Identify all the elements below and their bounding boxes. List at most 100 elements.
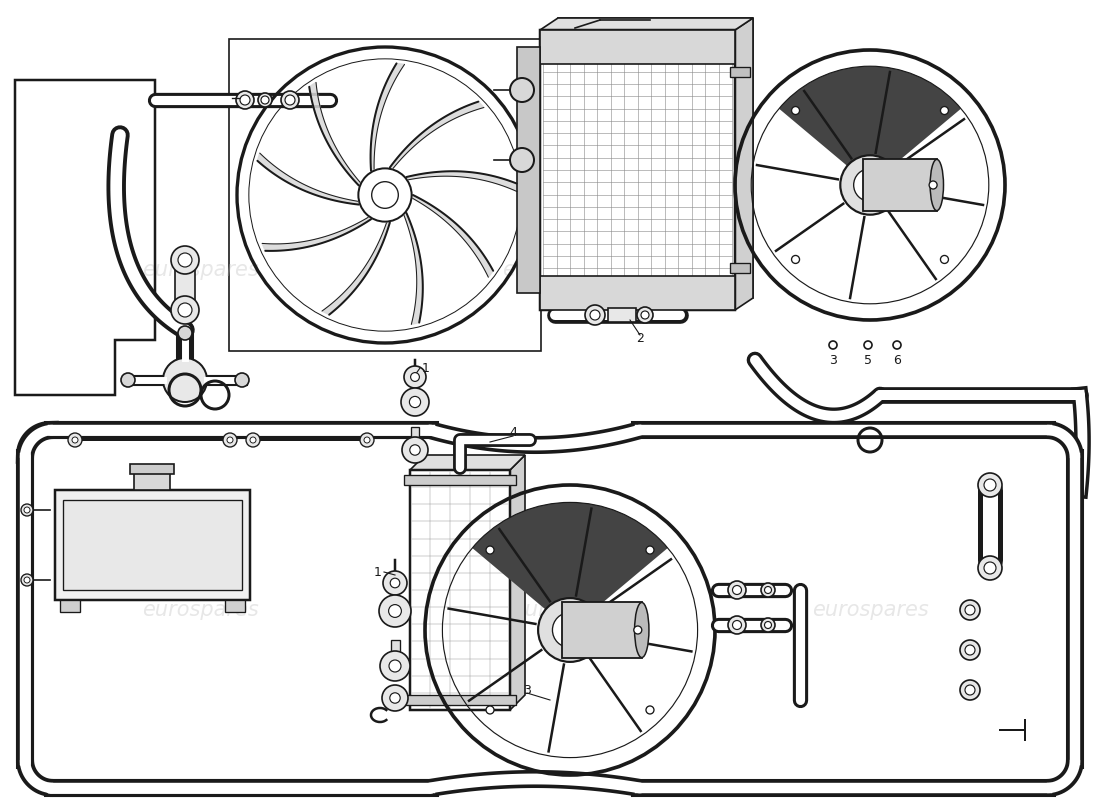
Circle shape	[792, 255, 800, 263]
Circle shape	[379, 651, 410, 681]
Polygon shape	[412, 195, 493, 278]
Text: eurospares: eurospares	[812, 600, 928, 620]
Circle shape	[984, 479, 996, 491]
Polygon shape	[389, 102, 484, 168]
Wedge shape	[779, 66, 961, 185]
Circle shape	[68, 433, 82, 447]
Circle shape	[24, 507, 30, 513]
Text: 3: 3	[524, 683, 531, 697]
Ellipse shape	[931, 159, 944, 210]
Circle shape	[965, 685, 975, 695]
Bar	[540, 30, 735, 64]
Bar	[229, 39, 541, 351]
Circle shape	[965, 645, 975, 655]
Circle shape	[510, 148, 534, 172]
Circle shape	[280, 91, 299, 109]
Polygon shape	[371, 63, 405, 170]
Bar	[540, 30, 735, 310]
Circle shape	[389, 660, 402, 672]
Text: eurospares: eurospares	[512, 600, 628, 620]
Circle shape	[261, 96, 270, 104]
Bar	[134, 472, 170, 490]
Text: 3: 3	[829, 354, 837, 366]
Circle shape	[792, 106, 800, 114]
Circle shape	[285, 95, 295, 105]
Circle shape	[379, 595, 411, 627]
Bar	[226, 600, 245, 612]
Text: eurospares: eurospares	[142, 260, 258, 280]
Text: eurospares: eurospares	[142, 600, 258, 620]
Circle shape	[24, 577, 30, 583]
Circle shape	[728, 581, 746, 599]
Polygon shape	[262, 218, 371, 251]
Circle shape	[960, 680, 980, 700]
Polygon shape	[406, 171, 517, 191]
Bar	[540, 276, 735, 310]
Circle shape	[733, 586, 741, 594]
Circle shape	[552, 613, 587, 647]
Circle shape	[978, 556, 1002, 580]
Circle shape	[402, 388, 429, 416]
Circle shape	[121, 373, 135, 387]
Polygon shape	[510, 455, 525, 710]
Circle shape	[854, 169, 887, 202]
Circle shape	[940, 255, 948, 263]
Circle shape	[390, 578, 399, 588]
Polygon shape	[735, 18, 754, 310]
Circle shape	[486, 546, 494, 554]
Circle shape	[388, 605, 401, 618]
Circle shape	[170, 246, 199, 274]
Circle shape	[364, 437, 370, 443]
Bar	[55, 490, 250, 600]
Circle shape	[72, 437, 78, 443]
Bar	[730, 67, 750, 77]
Circle shape	[178, 303, 192, 317]
Circle shape	[761, 618, 776, 632]
Circle shape	[382, 685, 408, 711]
Text: eurospares: eurospares	[502, 260, 618, 280]
Circle shape	[402, 437, 428, 463]
Circle shape	[641, 311, 649, 319]
Circle shape	[960, 640, 980, 660]
Circle shape	[590, 310, 600, 320]
Circle shape	[372, 182, 398, 208]
Circle shape	[389, 693, 400, 703]
Circle shape	[984, 562, 996, 574]
Bar	[517, 46, 540, 293]
Bar	[390, 640, 399, 652]
Polygon shape	[322, 222, 389, 314]
Circle shape	[360, 433, 374, 447]
Circle shape	[250, 437, 256, 443]
Circle shape	[960, 600, 980, 620]
Circle shape	[733, 621, 741, 630]
Circle shape	[585, 305, 605, 325]
Circle shape	[965, 605, 975, 615]
Circle shape	[829, 341, 837, 349]
Text: 5: 5	[864, 354, 872, 366]
Polygon shape	[257, 153, 359, 205]
Text: 4: 4	[509, 426, 517, 438]
Circle shape	[170, 296, 199, 324]
Bar	[608, 308, 636, 322]
Circle shape	[21, 574, 33, 586]
Circle shape	[646, 546, 654, 554]
Circle shape	[728, 616, 746, 634]
Circle shape	[930, 181, 937, 189]
Text: 1: 1	[374, 566, 382, 578]
Bar	[862, 159, 937, 210]
Bar	[558, 18, 754, 298]
Circle shape	[246, 433, 260, 447]
Circle shape	[409, 396, 420, 408]
Circle shape	[21, 504, 33, 516]
Circle shape	[510, 78, 534, 102]
Circle shape	[163, 358, 207, 402]
Circle shape	[840, 155, 900, 214]
Bar	[130, 464, 174, 474]
Bar	[404, 695, 516, 705]
Circle shape	[978, 473, 1002, 497]
Circle shape	[761, 583, 776, 597]
Polygon shape	[309, 82, 360, 186]
Circle shape	[634, 626, 641, 634]
Circle shape	[258, 93, 272, 107]
Polygon shape	[410, 455, 525, 470]
